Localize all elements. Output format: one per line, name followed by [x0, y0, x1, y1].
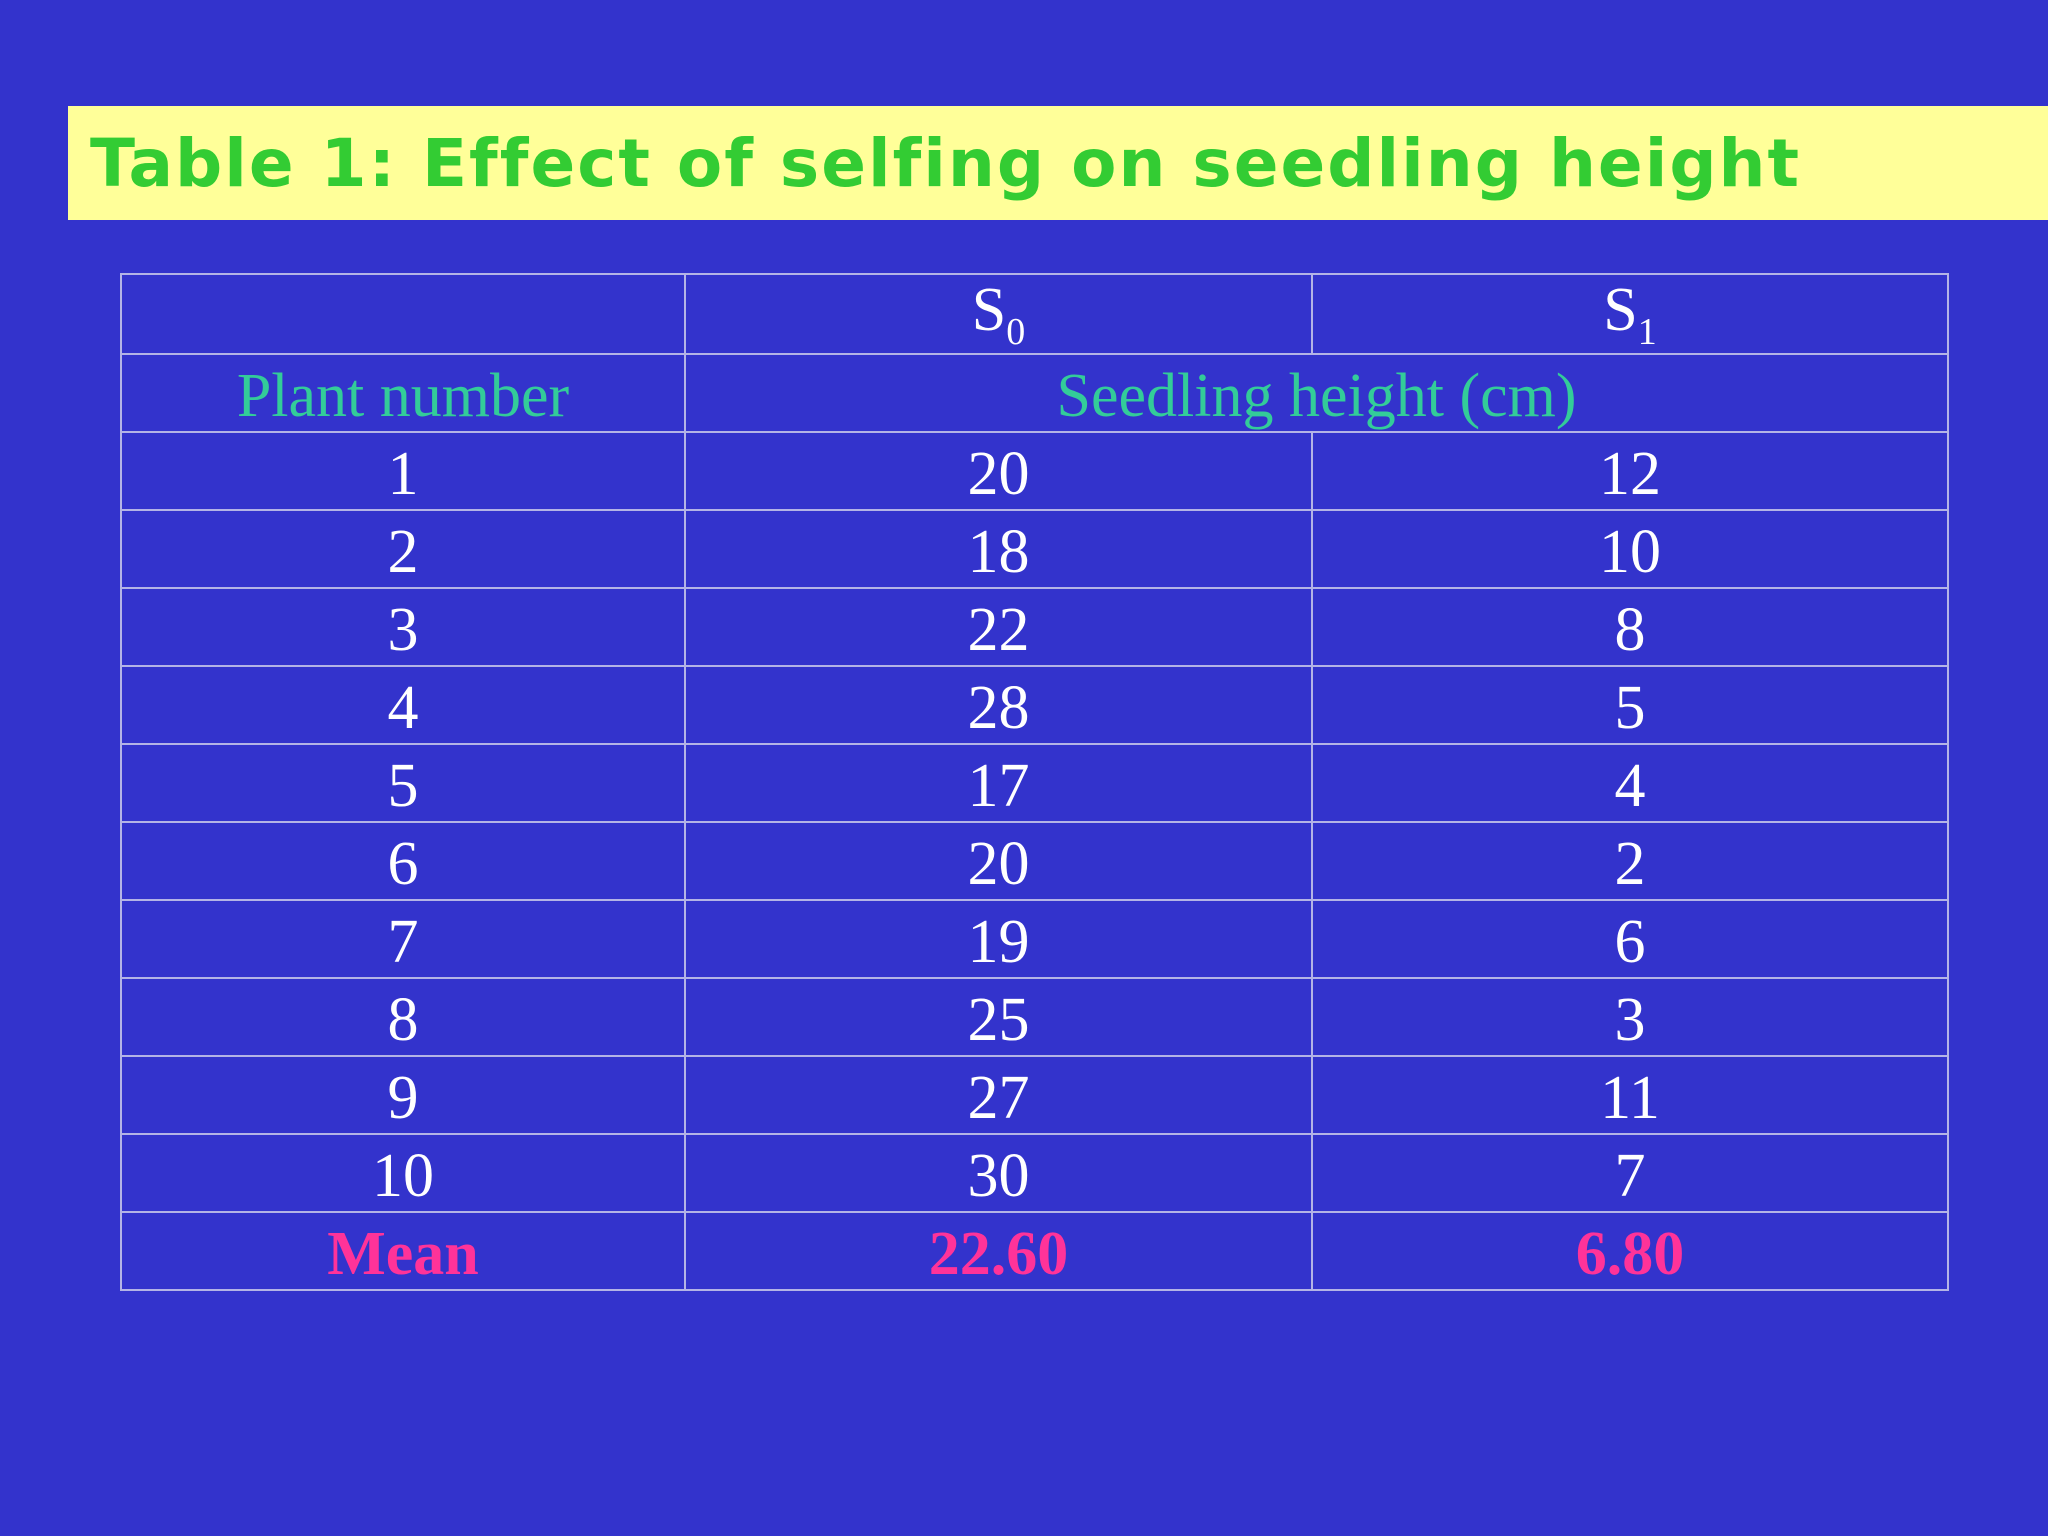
header-s0: S0	[684, 273, 1313, 355]
mean-s1-value: 6.80	[1311, 1211, 1949, 1291]
table-row: 5 17 4	[120, 743, 1949, 823]
table-row: 2 18 10	[120, 509, 1949, 589]
s1-value-cell: 5	[1311, 665, 1949, 745]
plant-number-cell: 6	[120, 821, 686, 901]
plant-number-cell: 10	[120, 1133, 686, 1213]
seedling-height-table: S0 S1 Plant number Seedling height (cm) …	[120, 273, 1949, 1291]
plant-number-cell: 9	[120, 1055, 686, 1135]
s1-value-cell: 2	[1311, 821, 1949, 901]
s1-value-cell: 6	[1311, 899, 1949, 979]
mean-label: Mean	[120, 1211, 686, 1291]
table-row: 8 25 3	[120, 977, 1949, 1057]
plant-number-cell: 1	[120, 431, 686, 511]
s1-value-cell: 4	[1311, 743, 1949, 823]
s0-value-cell: 25	[684, 977, 1313, 1057]
s0-value-cell: 30	[684, 1133, 1313, 1213]
header-row-generations: S0 S1	[120, 273, 1949, 355]
plant-number-cell: 3	[120, 587, 686, 667]
table-row: 1 20 12	[120, 431, 1949, 511]
plant-number-cell: 4	[120, 665, 686, 745]
plant-number-cell: 8	[120, 977, 686, 1057]
header-s0-subscript: 0	[1006, 311, 1026, 353]
s0-value-cell: 19	[684, 899, 1313, 979]
s1-value-cell: 11	[1311, 1055, 1949, 1135]
header-s1-label: S	[1603, 276, 1638, 344]
header-empty-cell	[120, 273, 686, 355]
header-s0-label: S	[971, 276, 1007, 344]
s0-value-cell: 20	[684, 431, 1313, 511]
table-row: 7 19 6	[120, 899, 1949, 979]
header-s1-subscript: 1	[1637, 311, 1657, 353]
s1-value-cell: 12	[1311, 431, 1949, 511]
title-bar: Table 1: Effect of selfing on seedling h…	[68, 106, 2048, 220]
s0-value-cell: 22	[684, 587, 1313, 667]
header-plant-number: Plant number	[120, 353, 686, 433]
table-row: 9 27 11	[120, 1055, 1949, 1135]
s0-value-cell: 17	[684, 743, 1313, 823]
mean-row: Mean 22.60 6.80	[120, 1211, 1949, 1291]
s1-value-cell: 7	[1311, 1133, 1949, 1213]
table-row: 10 30 7	[120, 1133, 1949, 1213]
s0-value-cell: 27	[684, 1055, 1313, 1135]
plant-number-cell: 2	[120, 509, 686, 589]
table-row: 3 22 8	[120, 587, 1949, 667]
s1-value-cell: 10	[1311, 509, 1949, 589]
table-row: 6 20 2	[120, 821, 1949, 901]
s1-value-cell: 8	[1311, 587, 1949, 667]
s0-value-cell: 18	[684, 509, 1313, 589]
plant-number-cell: 5	[120, 743, 686, 823]
s0-value-cell: 20	[684, 821, 1313, 901]
header-seedling-height: Seedling height (cm)	[684, 353, 1949, 433]
page-title: Table 1: Effect of selfing on seedling h…	[90, 124, 1802, 202]
s0-value-cell: 28	[684, 665, 1313, 745]
mean-s0-value: 22.60	[684, 1211, 1313, 1291]
plant-number-cell: 7	[120, 899, 686, 979]
s1-value-cell: 3	[1311, 977, 1949, 1057]
header-s1: S1	[1311, 273, 1949, 355]
header-row-labels: Plant number Seedling height (cm)	[120, 353, 1949, 433]
table-row: 4 28 5	[120, 665, 1949, 745]
